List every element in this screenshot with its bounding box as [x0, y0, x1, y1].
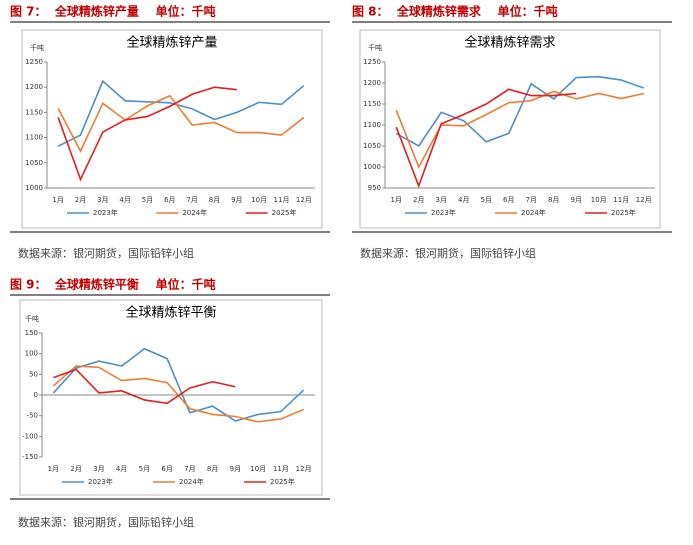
- y-tick-label: 50: [29, 370, 38, 378]
- chart-frame: [21, 29, 323, 229]
- y-tick-label: 1050: [25, 159, 43, 167]
- x-tick-label: 9月: [571, 196, 582, 204]
- x-tick-label: 1月: [391, 196, 402, 204]
- legend-label: 2023年: [93, 208, 118, 217]
- y-axis-label: 千吨: [25, 314, 39, 323]
- y-tick-label: 1150: [363, 100, 381, 108]
- y-tick-label: -50: [27, 412, 38, 420]
- y-tick-label: 1200: [25, 83, 43, 91]
- x-tick-label: 11月: [273, 465, 289, 473]
- y-tick-label: 1200: [363, 79, 381, 87]
- legend-label: 2025年: [270, 477, 295, 486]
- y-tick-label: 1050: [363, 142, 381, 150]
- legend-label: 2023年: [431, 208, 456, 217]
- y-tick-label: 1250: [363, 58, 381, 66]
- source-note: 数据来源：银河期货，国际铅锌小组: [18, 515, 194, 529]
- x-tick-label: 6月: [164, 196, 175, 204]
- x-tick-label: 5月: [142, 196, 153, 204]
- x-tick-label: 12月: [636, 196, 652, 204]
- y-tick-label: 100: [25, 350, 38, 358]
- x-tick-label: 11月: [274, 196, 290, 204]
- x-tick-label: 7月: [186, 196, 197, 204]
- y-tick-label: 150: [25, 329, 38, 337]
- y-tick-label: 1250: [25, 58, 43, 66]
- x-tick-label: 3月: [436, 196, 447, 204]
- series-line: [395, 88, 577, 189]
- x-tick-label: 9月: [231, 196, 242, 204]
- x-tick-label: 6月: [503, 196, 514, 204]
- y-tick-label: 1100: [363, 121, 381, 129]
- x-tick-label: 5月: [139, 465, 150, 473]
- x-tick-label: 1月: [48, 465, 59, 473]
- x-tick-label: 8月: [207, 465, 218, 473]
- x-tick-label: 12月: [296, 465, 312, 473]
- source-note: 数据来源：银河期货，国际铅锌小组: [360, 246, 536, 260]
- x-tick-label: 1月: [52, 196, 63, 204]
- x-tick-label: 7月: [526, 196, 537, 204]
- legend-label: 2025年: [611, 208, 636, 217]
- legend-label: 2024年: [179, 477, 204, 486]
- legend-label: 2024年: [182, 208, 207, 217]
- y-tick-label: 1000: [363, 163, 381, 171]
- x-tick-label: 3月: [93, 465, 104, 473]
- x-tick-label: 8月: [548, 196, 559, 204]
- y-tick-label: -150: [22, 453, 38, 461]
- series-line: [57, 86, 237, 182]
- chart-frame: [19, 299, 323, 496]
- figure-caption: 图 9： 全球精炼锌平衡 单位：千吨: [10, 277, 216, 292]
- series-line: [53, 368, 236, 405]
- x-tick-label: 3月: [97, 196, 108, 204]
- y-tick-label: 0: [34, 391, 38, 399]
- x-tick-label: 4月: [458, 196, 469, 204]
- y-axis-label: 千吨: [368, 43, 382, 52]
- series-line: [395, 75, 645, 148]
- chart-title: 全球精炼锌产量: [126, 35, 217, 51]
- x-tick-label: 8月: [209, 196, 220, 204]
- series-line: [52, 347, 305, 422]
- x-tick-label: 7月: [184, 465, 195, 473]
- y-tick-label: 1000: [25, 184, 43, 192]
- y-tick-label: 1150: [25, 108, 43, 116]
- series-line: [57, 79, 305, 147]
- y-tick-label: 950: [368, 184, 381, 192]
- y-axis-label: 千吨: [30, 43, 44, 52]
- legend-label: 2023年: [88, 477, 113, 486]
- x-tick-label: 10月: [251, 196, 267, 204]
- x-tick-label: 6月: [161, 465, 172, 473]
- x-tick-label: 12月: [296, 196, 312, 204]
- y-tick-label: -100: [22, 432, 38, 440]
- legend-label: 2024年: [521, 208, 546, 217]
- y-tick-label: 1100: [25, 134, 43, 142]
- figure-caption: 图 8： 全球精炼锌需求 单位：千吨: [352, 4, 558, 19]
- x-tick-label: 5月: [481, 196, 492, 204]
- x-tick-label: 2月: [75, 196, 86, 204]
- figure-caption: 图 7： 全球精炼锌产量 单位：千吨: [10, 4, 216, 19]
- series-line: [57, 94, 305, 154]
- x-tick-label: 10月: [250, 465, 266, 473]
- x-tick-label: 9月: [230, 465, 241, 473]
- x-tick-label: 2月: [70, 465, 81, 473]
- x-tick-label: 2月: [413, 196, 424, 204]
- chart-title: 全球精炼锌需求: [464, 35, 555, 51]
- x-tick-label: 4月: [119, 196, 130, 204]
- legend-label: 2025年: [272, 208, 297, 217]
- chart-title: 全球精炼锌平衡: [125, 305, 216, 321]
- x-tick-label: 11月: [613, 196, 629, 204]
- source-note: 数据来源：银河期货，国际铅锌小组: [18, 246, 194, 260]
- x-tick-label: 10月: [591, 196, 607, 204]
- x-tick-label: 4月: [116, 465, 127, 473]
